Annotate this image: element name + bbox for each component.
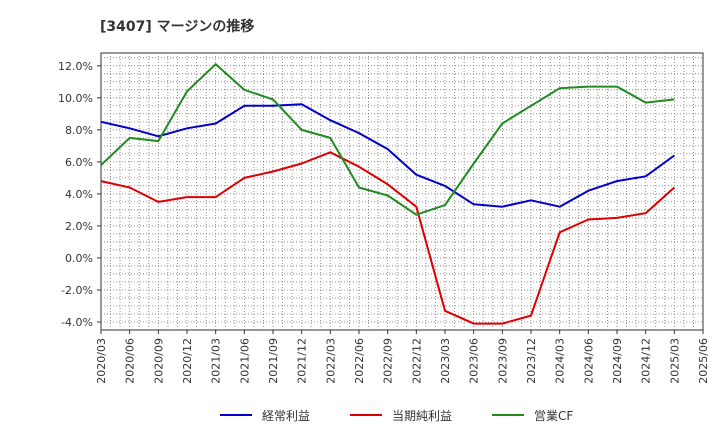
- legend-label-2: 営業CF: [534, 409, 573, 423]
- x-tick-label: 2020/09: [152, 338, 165, 384]
- x-tick-label: 2024/06: [582, 338, 595, 384]
- x-tick-label: 2020/03: [95, 338, 108, 384]
- series-line-1: [100, 151, 675, 325]
- y-tick-label: 8.0%: [65, 124, 93, 137]
- y-tick-label: 10.0%: [58, 92, 93, 105]
- x-tick-label: 2025/06: [697, 338, 710, 384]
- x-tick-label: 2024/03: [554, 338, 567, 384]
- plot-area: [100, 52, 704, 331]
- legend-label-1: 当期純利益: [392, 409, 452, 423]
- x-tick-label: 2022/06: [353, 338, 366, 384]
- x-tick-label: 2025/03: [668, 338, 681, 384]
- x-tick-label: 2024/09: [611, 338, 624, 384]
- x-tick-label: 2024/12: [640, 338, 653, 384]
- legend: 経常利益 当期純利益 営業CF: [220, 409, 573, 423]
- x-tick-label: 2023/06: [468, 338, 481, 384]
- x-tick-label: 2023/09: [496, 338, 509, 384]
- x-tick-label: 2020/06: [124, 338, 137, 384]
- y-tick-label: 12.0%: [58, 60, 93, 73]
- y-tick-label: 2.0%: [65, 220, 93, 233]
- x-tick-label: 2023/12: [525, 338, 538, 384]
- x-tick-label: 2021/03: [210, 338, 223, 384]
- y-tick-label: 6.0%: [65, 156, 93, 169]
- series-line-2: [100, 63, 675, 216]
- y-tick-label: -4.0%: [61, 316, 93, 329]
- x-tick-label: 2022/03: [324, 338, 337, 384]
- y-tick-label: 4.0%: [65, 188, 93, 201]
- series-lines: [100, 63, 675, 325]
- x-tick-label: 2022/09: [382, 338, 395, 384]
- x-tick-label: 2021/09: [267, 338, 280, 384]
- chart-title: [3407] マージンの推移: [100, 18, 254, 35]
- grid-lines: [101, 53, 703, 330]
- x-axis-ticks: 2020/03 2020/06 2020/09 2020/12 2021/03 2021/…: [95, 330, 710, 384]
- x-tick-label: 2021/06: [238, 338, 251, 384]
- x-tick-label: 2022/12: [410, 338, 423, 384]
- x-tick-label: 2023/03: [439, 338, 452, 384]
- y-axis-ticks: 12.0% 10.0% 8.0% 6.0% 4.0% 2.0% 0.0% -2.0% -4.0%: [58, 60, 101, 329]
- y-tick-label: -2.0%: [61, 284, 93, 297]
- y-tick-label: 0.0%: [65, 252, 93, 265]
- x-tick-label: 2021/12: [296, 338, 309, 384]
- series-line-0: [100, 103, 675, 208]
- x-tick-label: 2020/12: [181, 338, 194, 384]
- legend-label-0: 経常利益: [262, 409, 310, 423]
